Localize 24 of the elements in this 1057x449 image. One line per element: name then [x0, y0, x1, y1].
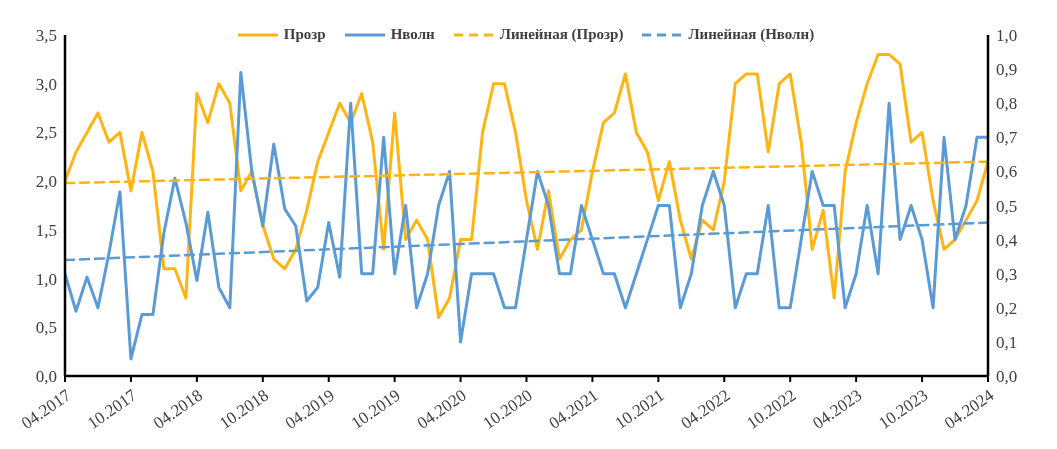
- y-tick-label: 2,5: [35, 123, 57, 143]
- legend-label: Линейная (Прозр): [499, 26, 624, 43]
- y2-tick-label: 0,3: [996, 264, 1018, 284]
- legend-label: Нволн: [390, 26, 435, 43]
- y-tick-label: 3,5: [35, 26, 57, 46]
- y-tick-label: 3,0: [35, 74, 57, 94]
- y2-tick-label: 0,8: [996, 94, 1018, 114]
- y-tick-label: 1,5: [35, 220, 57, 240]
- y-tick-label: 0,0: [35, 367, 57, 387]
- y2-tick-label: 0,2: [996, 298, 1018, 318]
- y2-tick-label: 1,0: [996, 26, 1018, 46]
- y2-tick-label: 0,6: [996, 162, 1018, 182]
- y2-tick-label: 0,9: [996, 60, 1018, 80]
- y2-tick-label: 0,1: [996, 332, 1018, 352]
- y2-tick-label: 0,0: [996, 367, 1018, 387]
- y-tick-label: 2,0: [35, 172, 57, 192]
- line-series: [65, 71, 988, 361]
- y-tick-label: 0,5: [35, 318, 57, 338]
- legend-label: Прозр: [283, 26, 326, 43]
- y2-tick-label: 0,7: [996, 128, 1018, 148]
- y2-tick-label: 0,5: [996, 196, 1018, 216]
- y2-tick-label: 0,4: [996, 230, 1018, 250]
- legend-label: Линейная (Нволн): [688, 26, 815, 43]
- y-tick-label: 1,0: [35, 269, 57, 289]
